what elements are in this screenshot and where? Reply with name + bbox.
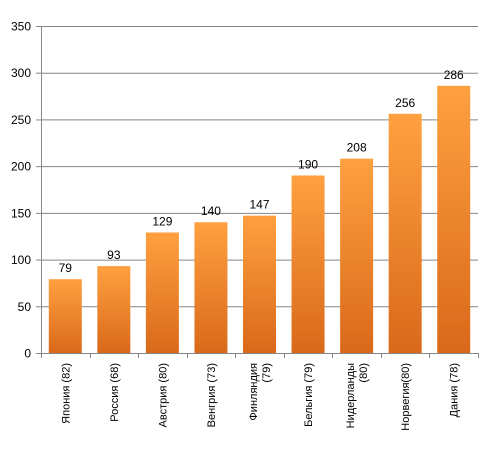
bar <box>291 175 325 353</box>
category-label: Финляндия (79) <box>248 363 273 421</box>
data-label: 93 <box>107 248 121 262</box>
category-label-line: (80) <box>358 363 370 383</box>
category-label-line: Нидерланды <box>345 363 357 428</box>
data-label: 147 <box>249 198 269 212</box>
data-label: 190 <box>298 157 318 171</box>
data-label: 286 <box>444 68 464 82</box>
category-label: Дания (78) <box>449 363 461 417</box>
category-label: Австрия (80) <box>157 363 169 427</box>
y-tick-label: 300 <box>11 66 31 80</box>
category-label-line: Норвегия(80) <box>400 363 412 431</box>
bar <box>243 215 276 353</box>
data-label: 79 <box>59 261 73 275</box>
y-tick-label: 150 <box>11 206 31 220</box>
category-label: Россия (68) <box>109 363 121 422</box>
category-label: Япония (82) <box>60 363 72 424</box>
bar <box>145 232 179 353</box>
bars <box>48 85 471 354</box>
category-label-line: Австрия (80) <box>157 363 169 427</box>
y-tick-label: 200 <box>11 160 31 174</box>
y-tick-label: 50 <box>18 300 32 314</box>
data-labels: 79 93 129 140 147 190 208 256 286 <box>59 68 464 275</box>
category-label: Венгрия (73) <box>206 363 218 427</box>
bar <box>48 279 82 353</box>
y-tick-label: 0 <box>24 347 31 361</box>
bar <box>340 158 374 353</box>
category-label-line: Венгрия (73) <box>206 363 218 427</box>
data-label: 256 <box>395 96 415 110</box>
data-label: 140 <box>201 204 221 218</box>
category-label-line: Россия (68) <box>109 363 121 422</box>
category-label-line: Бельгия (79) <box>303 363 315 427</box>
axes: 0 50 100 150 200 250 300 350 Япония (82) Россия (… <box>11 20 479 431</box>
data-label: 129 <box>152 214 172 228</box>
category-label-line: (79) <box>261 363 273 383</box>
y-tick-label: 250 <box>11 113 31 127</box>
category-label: Бельгия (79) <box>303 363 315 427</box>
bar <box>437 85 471 354</box>
bar <box>194 222 228 353</box>
category-label: Нидерланды (80) <box>345 363 370 428</box>
y-tick-label: 100 <box>11 253 31 267</box>
category-label-line: Япония (82) <box>60 363 72 424</box>
y-tick-label: 350 <box>11 20 31 34</box>
category-label-line: Дания (78) <box>449 363 461 417</box>
category-label: Норвегия(80) <box>400 363 412 431</box>
data-label: 208 <box>347 141 367 155</box>
bar <box>97 266 131 353</box>
category-label-line: Финляндия <box>248 363 260 421</box>
bar <box>388 113 422 353</box>
